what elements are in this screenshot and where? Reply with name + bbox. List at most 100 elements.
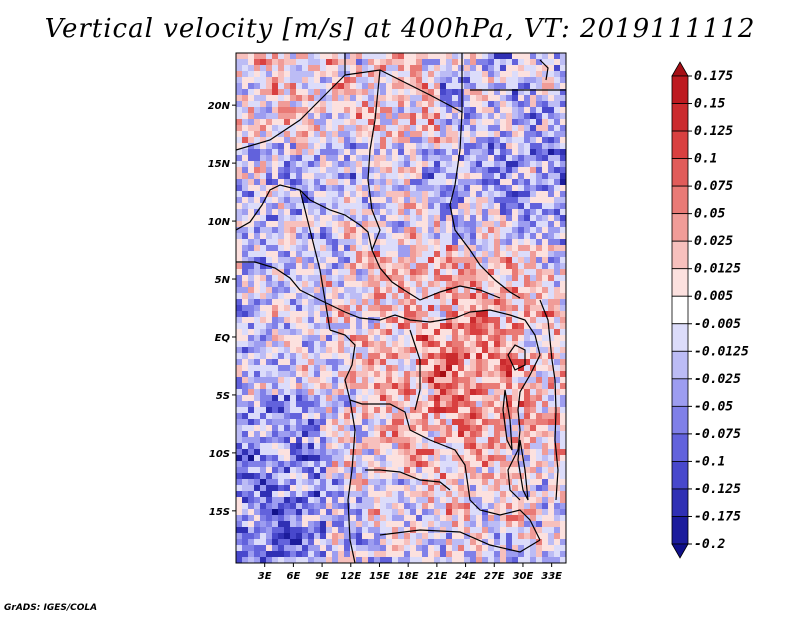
field-cell: [380, 281, 387, 288]
field-cell: [404, 455, 411, 462]
field-cell: [476, 479, 483, 486]
field-cell: [356, 281, 363, 288]
field-cell: [404, 365, 411, 372]
field-cell: [494, 59, 501, 66]
field-cell: [410, 497, 417, 504]
field-cell: [272, 479, 279, 486]
field-cell: [290, 401, 297, 408]
field-cell: [500, 377, 507, 384]
field-cell: [242, 149, 249, 156]
field-cell: [290, 269, 297, 276]
field-cell: [482, 371, 489, 378]
field-cell: [488, 77, 495, 84]
field-cell: [506, 461, 513, 468]
field-cell: [272, 215, 279, 222]
field-cell: [398, 317, 405, 324]
field-cell: [314, 179, 321, 186]
field-cell: [458, 239, 465, 246]
field-cell: [242, 269, 249, 276]
field-cell: [560, 125, 566, 132]
field-cell: [446, 473, 453, 480]
field-cell: [512, 515, 519, 522]
field-cell: [284, 335, 291, 342]
field-cell: [386, 215, 393, 222]
field-cell: [542, 479, 549, 486]
field-cell: [290, 449, 297, 456]
field-cell: [518, 185, 525, 192]
field-cell: [560, 419, 566, 426]
field-cell: [446, 479, 453, 486]
field-cell: [302, 251, 309, 258]
field-cell: [386, 437, 393, 444]
field-cell: [530, 65, 537, 72]
colorbar-label: -0.175: [694, 509, 741, 524]
field-cell: [530, 59, 537, 66]
field-cell: [464, 329, 471, 336]
field-cell: [344, 59, 351, 66]
field-cell: [302, 263, 309, 270]
field-cell: [266, 431, 273, 438]
field-cell: [530, 545, 537, 552]
field-cell: [440, 77, 447, 84]
field-cell: [242, 503, 249, 510]
field-cell: [242, 377, 249, 384]
field-cell: [530, 161, 537, 168]
field-cell: [302, 203, 309, 210]
field-cell: [242, 317, 249, 324]
field-cell: [470, 497, 477, 504]
field-cell: [326, 311, 333, 318]
field-cell: [464, 545, 471, 552]
field-cell: [518, 287, 525, 294]
field-cell: [392, 323, 399, 330]
field-cell: [302, 527, 309, 534]
field-cell: [254, 215, 261, 222]
field-cell: [332, 527, 339, 534]
field-cell: [326, 221, 333, 228]
field-cell: [248, 131, 255, 138]
field-cell: [542, 155, 549, 162]
field-cell: [290, 539, 297, 546]
field-cell: [440, 185, 447, 192]
field-cell: [284, 209, 291, 216]
field-cell: [488, 113, 495, 120]
field-cell: [422, 119, 429, 126]
field-cell: [338, 95, 345, 102]
field-cell: [512, 137, 519, 144]
field-cell: [284, 431, 291, 438]
field-cell: [362, 455, 369, 462]
field-cell: [488, 245, 495, 252]
colorbar-label: -0.025: [694, 372, 741, 387]
field-cell: [296, 473, 303, 480]
field-cell: [362, 257, 369, 264]
field-cell: [272, 545, 279, 552]
field-cell: [452, 137, 459, 144]
field-cell: [404, 227, 411, 234]
field-cell: [464, 323, 471, 330]
field-cell: [518, 191, 525, 198]
field-cell: [356, 125, 363, 132]
colorbar-segment: [671, 213, 689, 242]
field-cell: [446, 185, 453, 192]
field-cell: [320, 125, 327, 132]
field-cell: [338, 365, 345, 372]
field-cell: [290, 557, 297, 563]
field-cell: [512, 251, 519, 258]
field-cell: [440, 323, 447, 330]
field-cell: [308, 227, 315, 234]
field-cell: [386, 467, 393, 474]
field-cell: [374, 371, 381, 378]
field-cell: [476, 239, 483, 246]
field-cell: [332, 395, 339, 402]
field-cell: [338, 137, 345, 144]
field-cell: [476, 125, 483, 132]
field-cell: [350, 377, 357, 384]
field-cell: [440, 137, 447, 144]
field-cell: [476, 419, 483, 426]
field-cell: [548, 551, 555, 558]
field-cell: [488, 119, 495, 126]
field-cell: [506, 395, 513, 402]
field-cell: [236, 533, 243, 540]
field-cell: [518, 137, 525, 144]
field-cell: [374, 149, 381, 156]
field-cell: [548, 431, 555, 438]
